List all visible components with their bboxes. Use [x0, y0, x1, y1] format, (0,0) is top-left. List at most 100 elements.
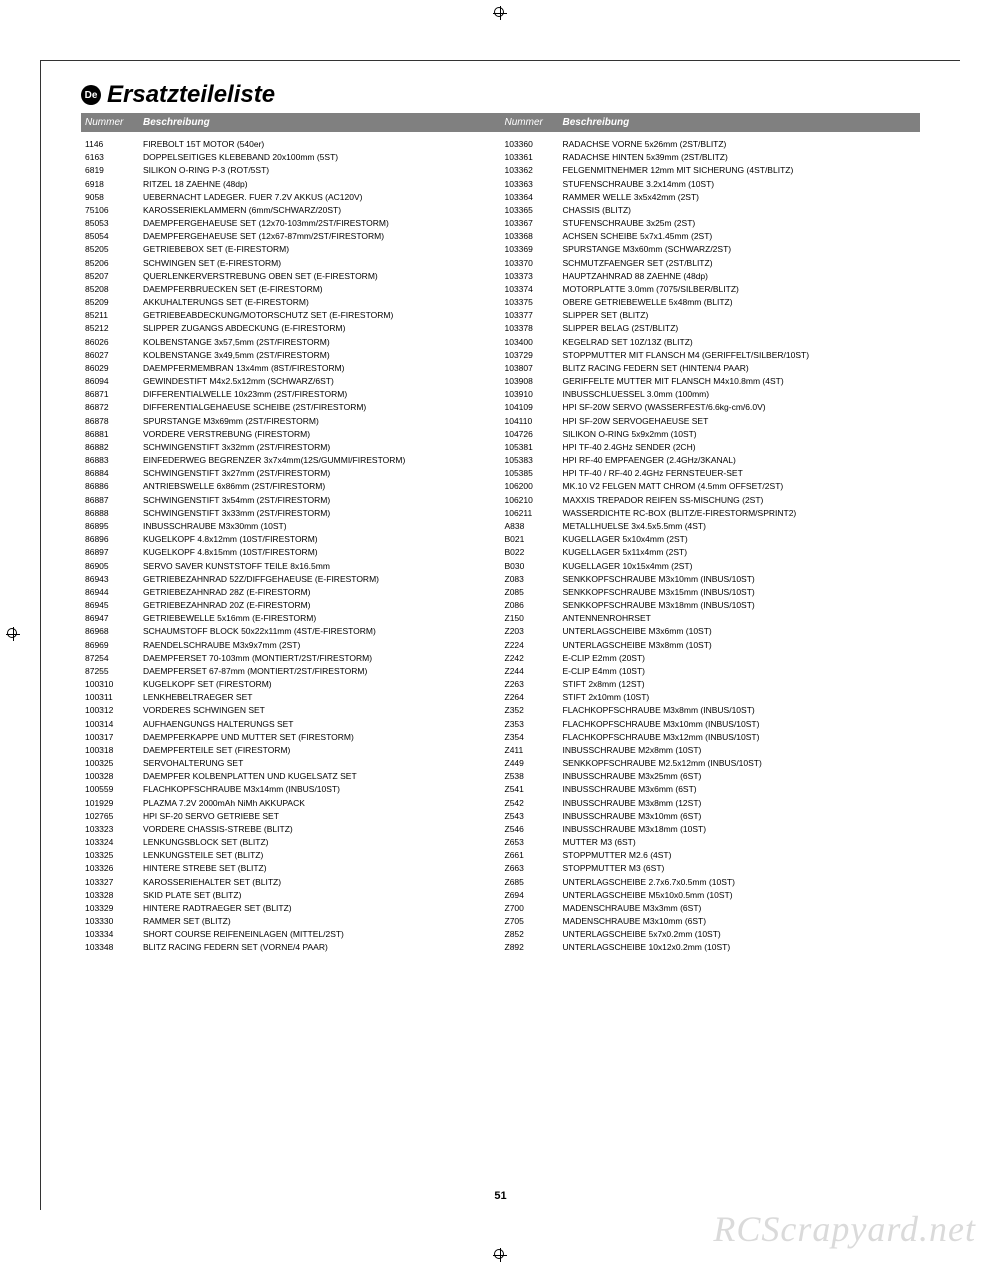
parts-row: 86968SCHAUMSTOFF BLOCK 50x22x11mm (4ST/E… — [81, 625, 501, 638]
part-description: KUGELKOPF SET (FIRESTORM) — [143, 678, 501, 691]
parts-row: Z852UNTERLAGSCHEIBE 5x7x0.2mm (10ST) — [501, 928, 921, 941]
part-number: Z546 — [501, 823, 563, 836]
parts-row: 86026KOLBENSTANGE 3x57,5mm (2ST/FIRESTOR… — [81, 336, 501, 349]
parts-row: 1146FIREBOLT 15T MOTOR (540er) — [81, 138, 501, 151]
part-number: 103375 — [501, 296, 563, 309]
part-description: VORDERE CHASSIS-STREBE (BLITZ) — [143, 823, 501, 836]
part-description: MUTTER M3 (6ST) — [563, 836, 921, 849]
part-number: 105383 — [501, 454, 563, 467]
part-description: STUFENSCHRAUBE 3.2x14mm (10ST) — [563, 178, 921, 191]
parts-row: 86027KOLBENSTANGE 3x49,5mm (2ST/FIRESTOR… — [81, 349, 501, 362]
part-description: DAEMPFERTEILE SET (FIRESTORM) — [143, 744, 501, 757]
parts-row: 103323VORDERE CHASSIS-STREBE (BLITZ) — [81, 823, 501, 836]
parts-row: 103334SHORT COURSE REIFENEINLAGEN (MITTE… — [81, 928, 501, 941]
parts-row: Z353FLACHKOPFSCHRAUBE M3x10mm (INBUS/10S… — [501, 718, 921, 731]
parts-row: 85209AKKUHALTERUNGS SET (E-FIRESTORM) — [81, 296, 501, 309]
part-description: KAROSSERIEKLAMMERN (6mm/SCHWARZ/20ST) — [143, 204, 501, 217]
parts-row: Z543INBUSSCHRAUBE M3x10mm (6ST) — [501, 810, 921, 823]
part-number: B022 — [501, 546, 563, 559]
part-description: DAEMPFERMEMBRAN 13x4mm (8ST/FIRESTORM) — [143, 362, 501, 375]
part-description: HINTERE STREBE SET (BLITZ) — [143, 862, 501, 875]
parts-row: Z538INBUSSCHRAUBE M3x25mm (6ST) — [501, 770, 921, 783]
parts-row: 103374MOTORPLATTE 3.0mm (7075/SILBER/BLI… — [501, 283, 921, 296]
parts-row: 86897KUGELKOPF 4.8x15mm (10ST/FIRESTORM) — [81, 546, 501, 559]
part-number: 101929 — [81, 797, 143, 810]
part-description: ANTENNENROHRSET — [563, 612, 921, 625]
parts-row: Z242E-CLIP E2mm (20ST) — [501, 652, 921, 665]
part-description: RAENDELSCHRAUBE M3x9x7mm (2ST) — [143, 639, 501, 652]
parts-row: Z224UNTERLAGSCHEIBE M3x8mm (10ST) — [501, 639, 921, 652]
part-description: HPI SF-20W SERVO (WASSERFEST/6.6kg-cm/6.… — [563, 401, 921, 414]
part-number: Z242 — [501, 652, 563, 665]
part-number: Z663 — [501, 862, 563, 875]
part-description: UNTERLAGSCHEIBE M3x6mm (10ST) — [563, 625, 921, 638]
part-number: 86969 — [81, 639, 143, 652]
part-description: UNTERLAGSCHEIBE 2.7x6.7x0.5mm (10ST) — [563, 876, 921, 889]
parts-row: 106210MAXXIS TREPADOR REIFEN SS-MISCHUNG… — [501, 494, 921, 507]
part-number: Z083 — [501, 573, 563, 586]
part-description: DAEMPFERGEHAEUSE SET (12x67-87mm/2ST/FIR… — [143, 230, 501, 243]
parts-row: 100318DAEMPFERTEILE SET (FIRESTORM) — [81, 744, 501, 757]
part-description: GETRIEBEZAHNRAD 52Z/DIFFGEHAEUSE (E-FIRE… — [143, 573, 501, 586]
part-number: Z411 — [501, 744, 563, 757]
part-description: STIFT 2x10mm (10ST) — [563, 691, 921, 704]
part-number: 105385 — [501, 467, 563, 480]
parts-row: Z892UNTERLAGSCHEIBE 10x12x0.2mm (10ST) — [501, 941, 921, 954]
parts-row: 86882SCHWINGENSTIFT 3x32mm (2ST/FIRESTOR… — [81, 441, 501, 454]
parts-row: 86947GETRIEBEWELLE 5x16mm (E-FIRESTORM) — [81, 612, 501, 625]
parts-row: 75106KAROSSERIEKLAMMERN (6mm/SCHWARZ/20S… — [81, 204, 501, 217]
parts-row: Z653MUTTER M3 (6ST) — [501, 836, 921, 849]
parts-row: 85053DAEMPFERGEHAEUSE SET (12x70-103mm/2… — [81, 217, 501, 230]
part-description: SCHWINGEN SET (E-FIRESTORM) — [143, 257, 501, 270]
part-number: Z264 — [501, 691, 563, 704]
parts-row: Z541INBUSSCHRAUBE M3x6mm (6ST) — [501, 783, 921, 796]
part-description: UNTERLAGSCHEIBE 10x12x0.2mm (10ST) — [563, 941, 921, 954]
part-description: FIREBOLT 15T MOTOR (540er) — [143, 138, 501, 151]
parts-row: 102765HPI SF-20 SERVO GETRIEBE SET — [81, 810, 501, 823]
header-description: Beschreibung — [143, 117, 501, 128]
parts-row: 100559FLACHKOPFSCHRAUBE M3x14mm (INBUS/1… — [81, 783, 501, 796]
part-number: 103328 — [81, 889, 143, 902]
part-number: 86905 — [81, 560, 143, 573]
part-description: GETRIEBEBOX SET (E-FIRESTORM) — [143, 243, 501, 256]
part-description: GETRIEBEZAHNRAD 28Z (E-FIRESTORM) — [143, 586, 501, 599]
part-description: VORDERES SCHWINGEN SET — [143, 704, 501, 717]
part-description: UNTERLAGSCHEIBE 5x7x0.2mm (10ST) — [563, 928, 921, 941]
parts-row: 103327KAROSSERIEHALTER SET (BLITZ) — [81, 876, 501, 889]
part-description: SLIPPER BELAG (2ST/BLITZ) — [563, 322, 921, 335]
part-number: B021 — [501, 533, 563, 546]
part-number: B030 — [501, 560, 563, 573]
parts-row: Z411INBUSSCHRAUBE M2x8mm (10ST) — [501, 744, 921, 757]
part-description: DAEMPFERKAPPE UND MUTTER SET (FIRESTORM) — [143, 731, 501, 744]
parts-row: 106211WASSERDICHTE RC-BOX (BLITZ/E-FIRES… — [501, 507, 921, 520]
parts-row: 105381HPI TF-40 2.4GHz SENDER (2CH) — [501, 441, 921, 454]
parts-row: Z705MADENSCHRAUBE M3x10mm (6ST) — [501, 915, 921, 928]
parts-row: 103367STUFENSCHRAUBE 3x25m (2ST) — [501, 217, 921, 230]
part-number: Z705 — [501, 915, 563, 928]
part-number: 103325 — [81, 849, 143, 862]
parts-row: 103365CHASSIS (BLITZ) — [501, 204, 921, 217]
parts-row: 86895INBUSSCHRAUBE M3x30mm (10ST) — [81, 520, 501, 533]
parts-row: 87254DAEMPFERSET 70-103mm (MONTIERT/2ST/… — [81, 652, 501, 665]
header-number: Nummer — [81, 117, 143, 128]
part-number: 100314 — [81, 718, 143, 731]
part-description: HPI TF-40 / RF-40 2.4GHz FERNSTEUER-SET — [563, 467, 921, 480]
part-number: 103374 — [501, 283, 563, 296]
part-number: Z543 — [501, 810, 563, 823]
part-description: GEWINDESTIFT M4x2.5x12mm (SCHWARZ/6ST) — [143, 375, 501, 388]
part-description: SERVO SAVER KUNSTSTOFF TEILE 8x16.5mm — [143, 560, 501, 573]
parts-row: 86886ANTRIEBSWELLE 6x86mm (2ST/FIRESTORM… — [81, 480, 501, 493]
parts-row: 103328SKID PLATE SET (BLITZ) — [81, 889, 501, 902]
parts-row: 85208DAEMPFERBRUECKEN SET (E-FIRESTORM) — [81, 283, 501, 296]
parts-row: Z663STOPPMUTTER M3 (6ST) — [501, 862, 921, 875]
parts-row: Z150ANTENNENROHRSET — [501, 612, 921, 625]
part-number: Z354 — [501, 731, 563, 744]
parts-row: 100310KUGELKOPF SET (FIRESTORM) — [81, 678, 501, 691]
part-number: Z538 — [501, 770, 563, 783]
part-description: GETRIEBEZAHNRAD 20Z (E-FIRESTORM) — [143, 599, 501, 612]
part-number: 103367 — [501, 217, 563, 230]
parts-row: 104726SILIKON O-RING 5x9x2mm (10ST) — [501, 428, 921, 441]
part-description: AUFHAENGUNGS HALTERUNGS SET — [143, 718, 501, 731]
part-description: GERIFFELTE MUTTER MIT FLANSCH M4x10.8mm … — [563, 375, 921, 388]
parts-row: Z085SENKKOPFSCHRAUBE M3x15mm (INBUS/10ST… — [501, 586, 921, 599]
